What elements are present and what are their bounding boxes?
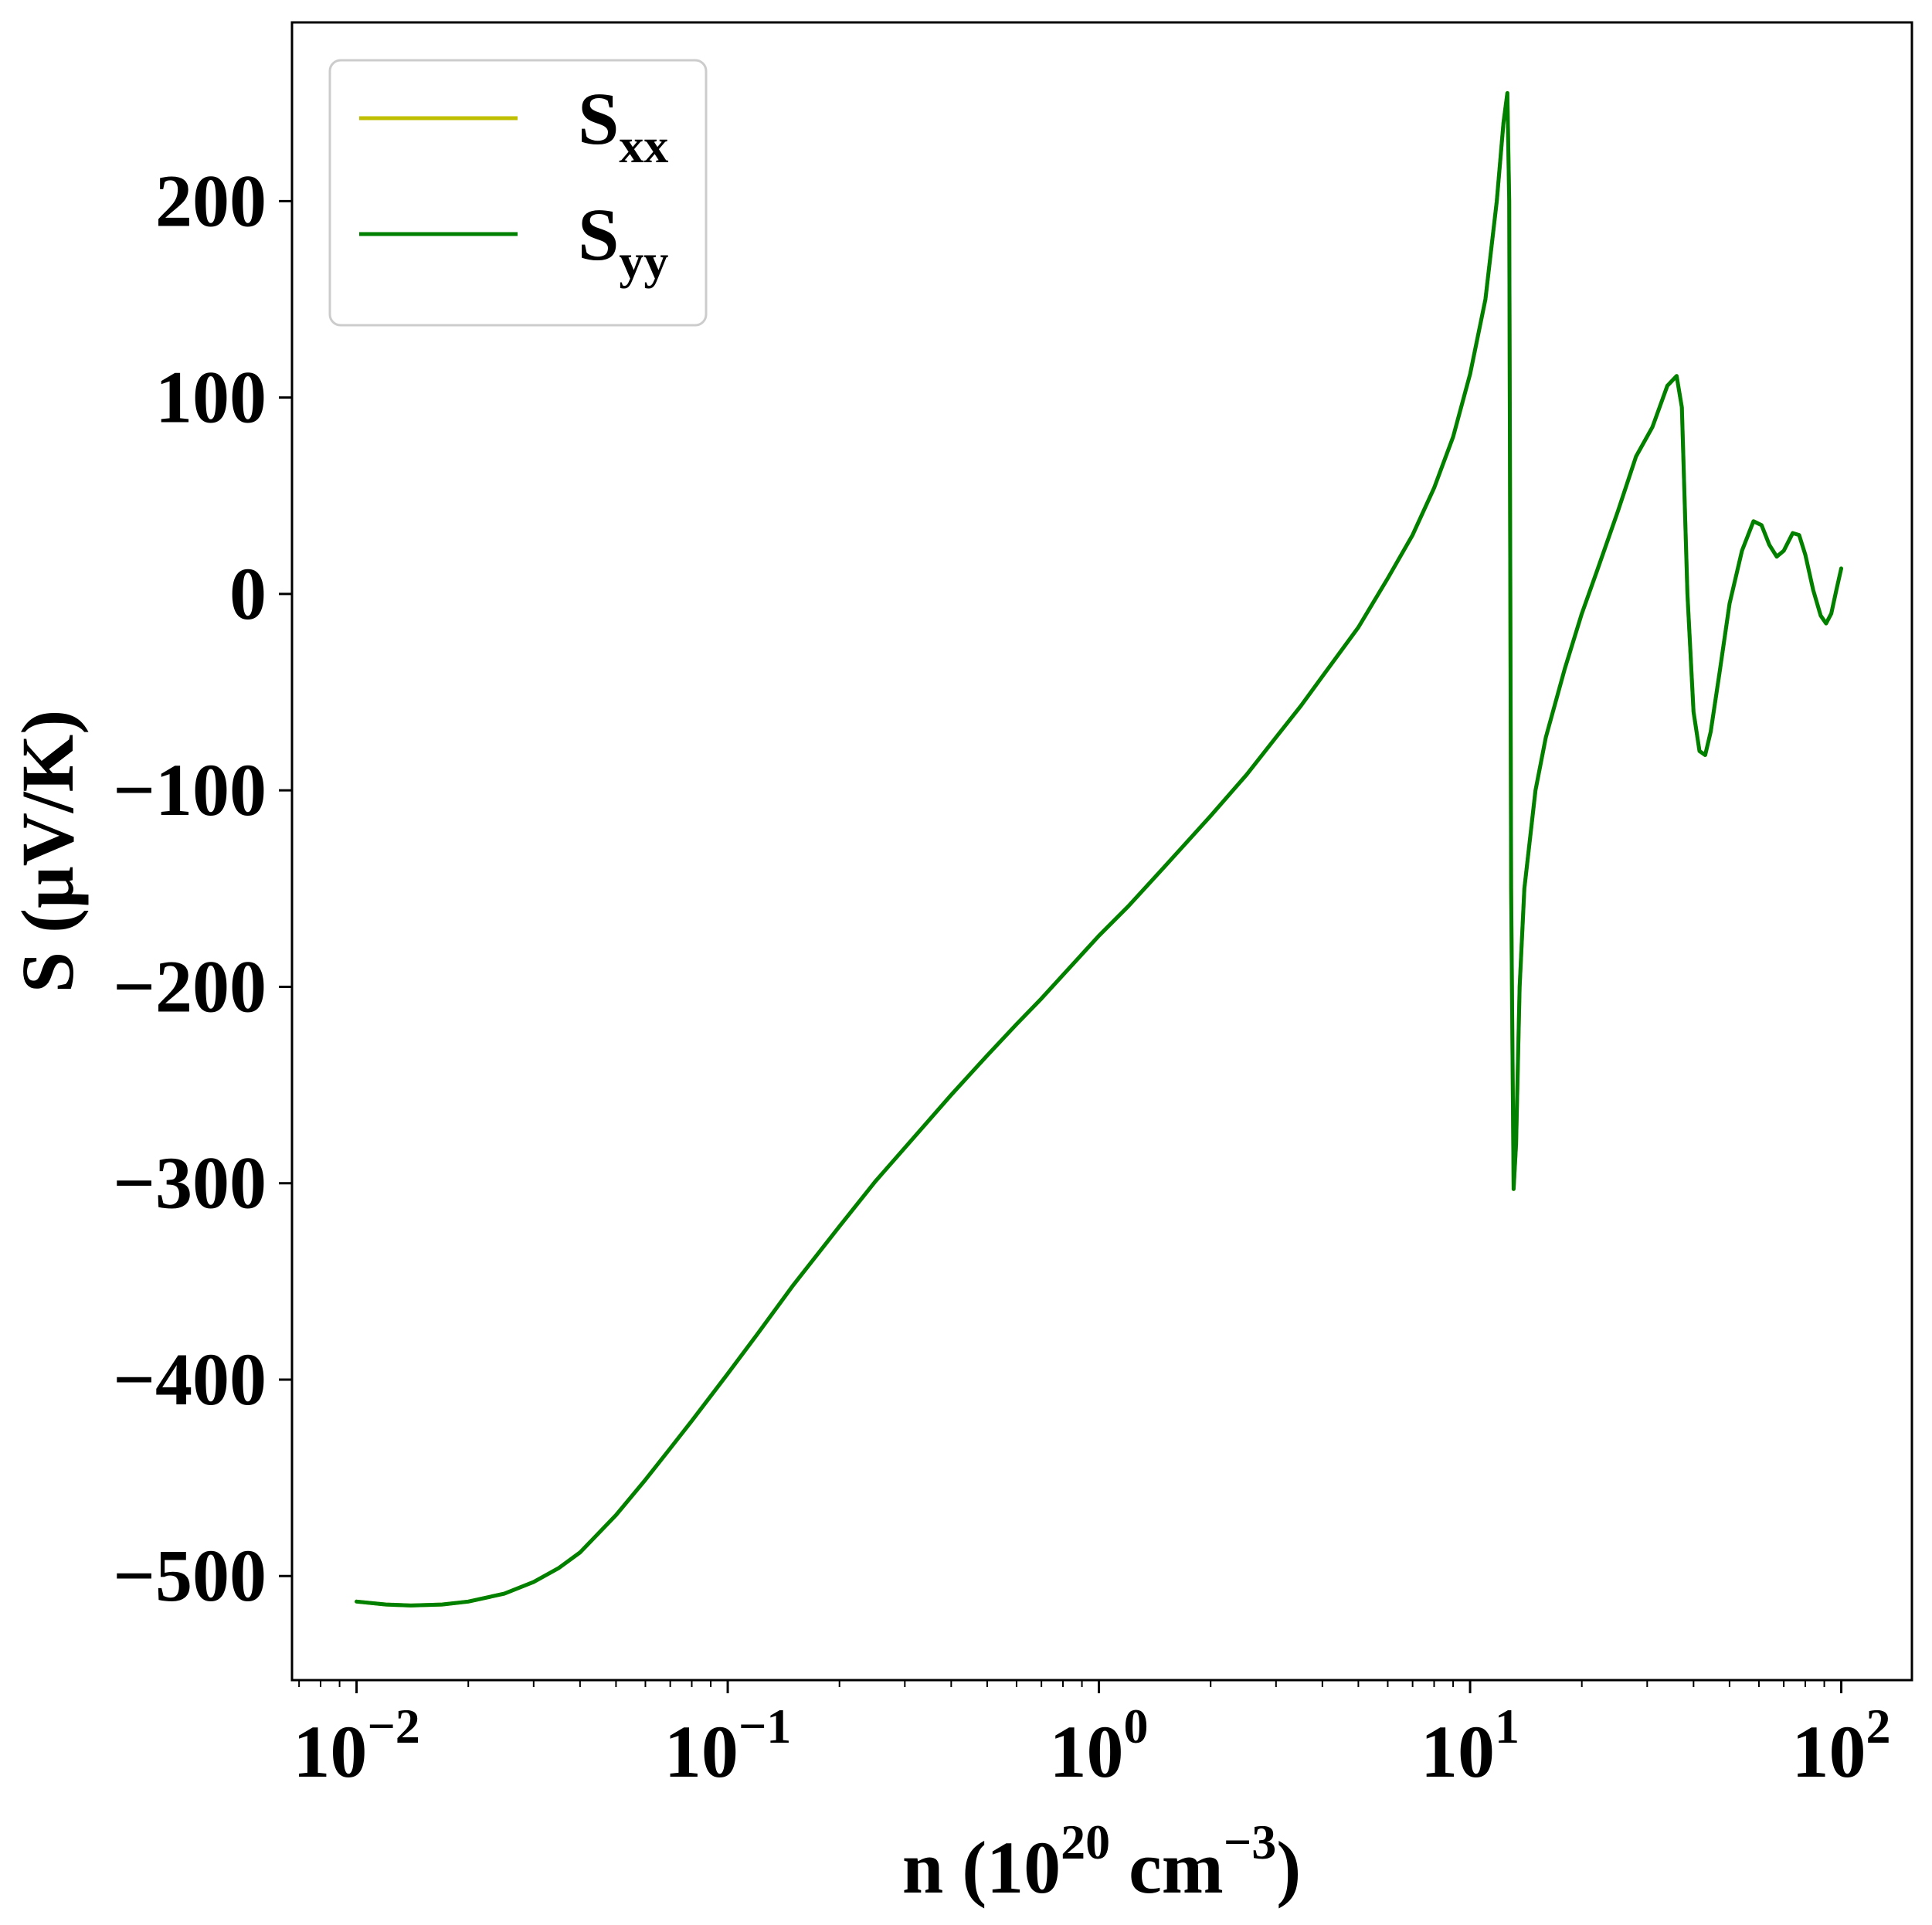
x-axis: 10−2 10−1 100 101 102: [293, 1680, 1891, 1793]
legend-box: [328, 59, 708, 327]
y-tick-label: 0: [229, 552, 267, 635]
y-axis: 200 100 0 −100 −200 −300 −400 −500: [113, 159, 292, 1617]
legend: Sxx Syy: [328, 59, 708, 327]
x-tick-label-base: 10: [1792, 1710, 1866, 1793]
x-axis-label-prefix: n (10: [902, 1826, 1061, 1909]
x-tick-label-base: 10: [293, 1710, 367, 1793]
legend-label-syy-sub: yy: [619, 234, 668, 289]
series-layer: [355, 91, 1843, 1608]
x-tick-label: 101: [1421, 1699, 1519, 1793]
x-tick-label-exponent: 1: [1495, 1699, 1519, 1754]
x-axis-label: n (1020 cm−3): [902, 1815, 1301, 1909]
legend-label-sxx-sub: xx: [619, 118, 668, 173]
x-tick-label-base: 10: [1050, 1710, 1124, 1793]
x-axis-label-middle: cm: [1110, 1826, 1224, 1909]
x-tick-label: 100: [1050, 1699, 1149, 1793]
legend-label-syy: Syy: [578, 193, 668, 289]
x-tick-label-base: 10: [1421, 1710, 1495, 1793]
y-tick-label: −200: [113, 945, 267, 1027]
x-axis-label-suffix: ): [1276, 1826, 1301, 1909]
legend-label-syy-base: S: [578, 193, 619, 276]
y-tick-label: 100: [155, 356, 267, 439]
x-tick-label-exponent: −2: [367, 1699, 419, 1754]
y-tick-label: −400: [113, 1338, 267, 1421]
x-tick-label: 10−1: [664, 1699, 791, 1793]
y-tick-label: −300: [113, 1142, 267, 1224]
legend-label-sxx-base: S: [578, 77, 619, 160]
x-axis-label-sup1: 20: [1061, 1815, 1110, 1869]
y-axis-label: S (μV/K): [6, 710, 89, 993]
x-tick-label: 10−2: [293, 1699, 419, 1793]
plot-frame: [290, 21, 1913, 1682]
y-tick-label: 200: [155, 159, 267, 242]
x-axis-label-sup2: −3: [1224, 1815, 1276, 1869]
x-tick-label-exponent: −1: [739, 1699, 791, 1754]
x-tick-label-exponent: 0: [1124, 1699, 1149, 1754]
x-tick-label-base: 10: [664, 1710, 739, 1793]
x-tick-label-exponent: 2: [1866, 1699, 1891, 1754]
y-tick-label: −100: [113, 749, 267, 831]
legend-label-sxx: Sxx: [578, 77, 668, 173]
x-tick-label: 102: [1792, 1699, 1891, 1793]
y-tick-label: −500: [113, 1534, 267, 1617]
series-line-yy: [355, 91, 1843, 1608]
